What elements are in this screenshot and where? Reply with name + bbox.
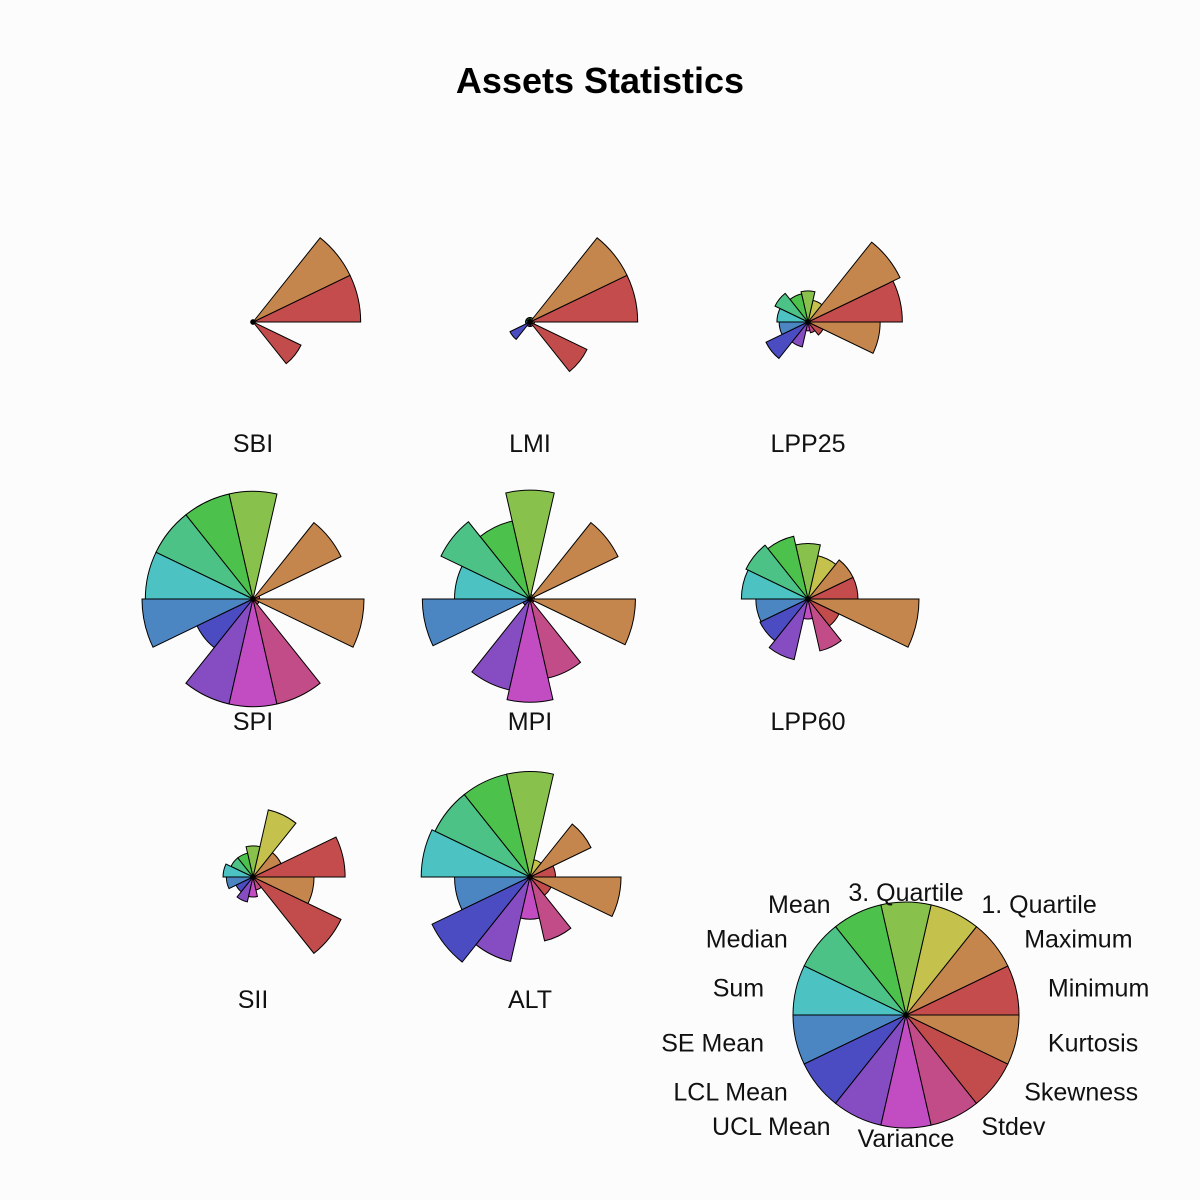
star-sbi: SBI [233, 237, 362, 458]
star-lpp60-segment-kurtosis [807, 598, 920, 648]
star-sii-segment-minimum [252, 836, 346, 878]
star-sbi-segment-maximum [252, 237, 351, 323]
star-lpp25-segment-kurtosis [807, 321, 881, 354]
star-lpp60-segment-maximum [807, 559, 854, 600]
star-lpp25-segment-3-quartile [800, 290, 816, 323]
star-alt-segment-lcl-mean [431, 876, 531, 963]
key-label-minimum: Minimum [1048, 975, 1149, 1003]
star-alt-segment-kurtosis [529, 876, 622, 918]
star-label-alt: ALT [508, 986, 552, 1014]
star-alt-segment-maximum [529, 823, 592, 878]
key-segment-kurtosis [905, 1014, 1020, 1065]
star-label-mpi: MPI [508, 708, 552, 736]
star-spi-segment-se-mean [141, 598, 254, 648]
key-label-kurtosis: Kurtosis [1048, 1029, 1138, 1057]
star-mpi: MPI [421, 489, 636, 736]
star-label-sbi: SBI [233, 430, 273, 458]
star-label-spi: SPI [233, 708, 273, 736]
star-sii-segment-variance [247, 876, 259, 898]
key-label-median: Median [706, 925, 788, 953]
star-lmi-segment-maximum [529, 237, 628, 323]
star-spi-segment-kurtosis [252, 598, 365, 648]
star-sbi-segment-kurtosis [252, 321, 256, 324]
star-alt-segment-stdev [529, 876, 572, 942]
star-lmi-segment-skewness [529, 321, 588, 373]
key-label-variance: Variance [858, 1125, 955, 1153]
star-lpp25-segment-ucl-mean [791, 321, 809, 348]
star-lpp60-segment-sum [740, 569, 809, 600]
star-lpp25: LPP25 [765, 241, 903, 458]
key-label-skewness: Skewness [1024, 1079, 1138, 1107]
star-mpi-segment-maximum [529, 521, 619, 600]
key-label-se-mean: SE Mean [661, 1029, 764, 1057]
key-label-stdev: Stdev [981, 1113, 1045, 1141]
star-sbi-segment-skewness [252, 321, 302, 365]
star-lpp60-segment-median [745, 544, 809, 600]
key-star: Minimum Maximum 1. Quartile 3. Quartile Mean… [661, 879, 1149, 1153]
chart-title: Assets Statistics [456, 60, 744, 101]
star-sii-segment-3-quartile [245, 845, 261, 878]
star-label-sii: SII [238, 986, 269, 1014]
star-lpp60: LPP60 [740, 535, 920, 736]
star-sii: SII [222, 809, 346, 1014]
star-spi: SPI [141, 490, 365, 736]
key-label-ucl-mean: UCL Mean [712, 1113, 831, 1141]
key-label-maximum: Maximum [1024, 925, 1132, 953]
star-alt-segment-ucl-mean [475, 876, 531, 963]
star-mpi-segment-kurtosis [529, 598, 636, 646]
key-label-3-quartile: 3. Quartile [848, 879, 963, 907]
star-spi-segment-stdev [252, 598, 321, 705]
star-label-lmi: LMI [509, 430, 551, 458]
star-mpi-segment-median [440, 521, 531, 600]
star-lpp25-segment-lcl-mean [765, 321, 809, 360]
star-mpi-segment-variance [506, 598, 554, 703]
star-lpp25-segment-median [774, 292, 809, 323]
star-sii-segment-skewness [252, 876, 342, 955]
star-sii-segment-ucl-mean [236, 876, 254, 903]
star-mpi-segment-3-quartile [505, 489, 555, 600]
stars-group: SBI LMI LPP25 SPI MPI LPP60 SII ALT [141, 237, 920, 1014]
star-lpp25-segment-maximum [807, 241, 901, 323]
key-label-mean: Mean [768, 891, 831, 919]
star-alt-segment-sum [420, 829, 531, 878]
star-label-lpp60: LPP60 [770, 708, 845, 736]
star-lpp60-segment-stdev [807, 598, 842, 652]
key-label-sum: Sum [713, 975, 764, 1003]
star-sii-segment-sum [222, 863, 254, 878]
star-lmi: LMI [509, 237, 639, 458]
star-alt: ALT [420, 771, 622, 1014]
key-label-1-quartile: 1. Quartile [981, 891, 1096, 919]
star-sii-segment-kurtosis [252, 876, 315, 905]
star-mpi-segment-stdev [529, 598, 582, 679]
star-sii-segment-1-quartile [252, 809, 297, 878]
star-label-lpp25: LPP25 [770, 430, 845, 458]
key-label-lcl-mean: LCL Mean [673, 1079, 787, 1107]
star-lmi-segment-lcl-mean [509, 321, 531, 341]
star-mpi-segment-se-mean [421, 598, 531, 647]
star-spi-segment-maximum [252, 521, 342, 600]
star-lpp25-segment-sum [776, 307, 809, 323]
star-lmi-segment-kurtosis [529, 321, 535, 325]
star-lpp60-segment-ucl-mean [768, 598, 809, 661]
